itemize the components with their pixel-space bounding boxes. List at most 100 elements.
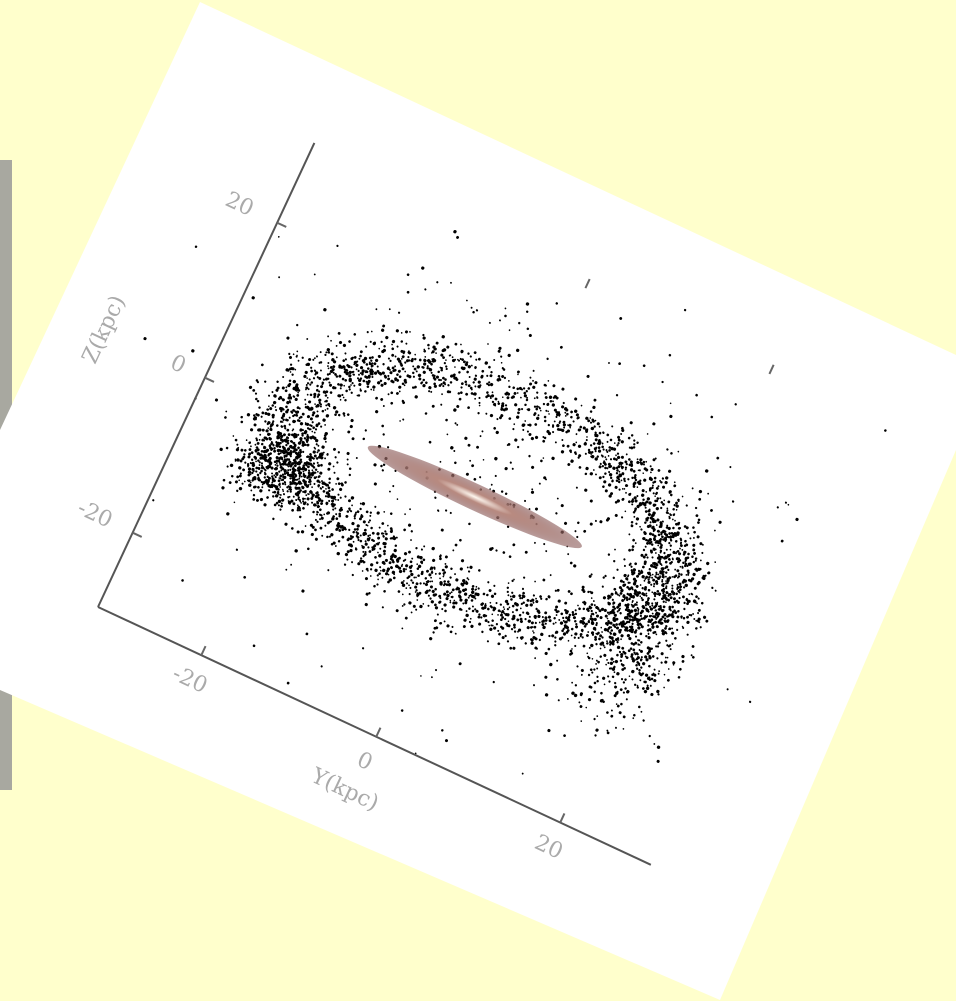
particle (652, 578, 656, 582)
particle (416, 599, 419, 601)
particle (440, 528, 444, 532)
particle (397, 557, 400, 560)
particle (292, 502, 296, 506)
particle (621, 467, 624, 470)
particle (634, 562, 637, 566)
particle (288, 379, 292, 382)
particle (625, 577, 629, 581)
particle (632, 577, 636, 581)
particle (481, 630, 484, 634)
particle (342, 359, 346, 362)
particle (375, 396, 378, 400)
particle (686, 620, 690, 624)
particle (338, 374, 342, 378)
particle (462, 589, 465, 593)
particle (289, 483, 292, 486)
particle (436, 281, 439, 284)
particle (655, 562, 658, 565)
particle (255, 446, 259, 449)
particle (468, 607, 471, 610)
particle (359, 539, 363, 543)
particle (688, 614, 691, 616)
particle (588, 656, 591, 660)
particle (422, 603, 425, 605)
particle (302, 506, 305, 510)
particle (463, 592, 468, 596)
particle (640, 617, 644, 620)
particle (467, 365, 471, 369)
particle (364, 542, 368, 546)
particle (522, 387, 526, 390)
particle (513, 602, 518, 606)
particle (598, 637, 601, 641)
particle (233, 501, 236, 504)
particle (594, 519, 597, 522)
particle (667, 594, 670, 597)
particle (590, 631, 594, 635)
particle (425, 381, 428, 385)
particle (562, 627, 565, 630)
particle (614, 681, 617, 685)
particle (551, 456, 555, 461)
particle (640, 528, 643, 531)
particle (272, 517, 275, 521)
particle (296, 406, 300, 410)
particle (421, 381, 424, 384)
particle (436, 613, 439, 616)
particle (485, 412, 488, 415)
particle (618, 470, 621, 473)
particle (287, 465, 290, 468)
particle (614, 485, 618, 489)
particle (338, 529, 342, 532)
particle (667, 526, 671, 531)
particle (600, 607, 605, 611)
particle (337, 451, 340, 454)
particle (419, 358, 422, 361)
particle (311, 469, 314, 472)
particle (371, 375, 374, 378)
particle (642, 463, 645, 466)
particle (694, 506, 698, 510)
particle (392, 369, 396, 373)
particle (371, 538, 374, 542)
particle (585, 634, 589, 637)
particle (494, 474, 497, 477)
particle (689, 614, 693, 617)
particle (555, 415, 558, 418)
particle (482, 592, 486, 596)
particle (493, 426, 497, 430)
particle (576, 535, 579, 539)
particle (623, 479, 626, 482)
particle (415, 576, 417, 579)
particle (368, 362, 372, 366)
particle (679, 547, 681, 550)
particle (647, 597, 650, 600)
particle (622, 650, 625, 654)
particle (314, 528, 317, 532)
particle (352, 540, 355, 543)
particle (606, 433, 610, 437)
particle (488, 589, 492, 593)
particle (648, 476, 652, 480)
particle (277, 479, 281, 483)
particle (286, 408, 290, 412)
particle (642, 498, 645, 501)
particle (473, 351, 477, 355)
particle (624, 466, 628, 469)
particle (306, 503, 309, 506)
particle (484, 604, 487, 607)
particle (590, 643, 594, 648)
particle (617, 442, 620, 445)
particle (443, 362, 446, 365)
particle (326, 494, 331, 498)
particle (350, 366, 353, 369)
particle (561, 439, 564, 441)
particle (552, 384, 556, 388)
particle (532, 379, 534, 382)
particle (287, 384, 291, 388)
particle (657, 485, 660, 488)
particle (612, 447, 617, 451)
particle (392, 560, 395, 564)
particle (512, 614, 516, 618)
particle (647, 636, 651, 640)
